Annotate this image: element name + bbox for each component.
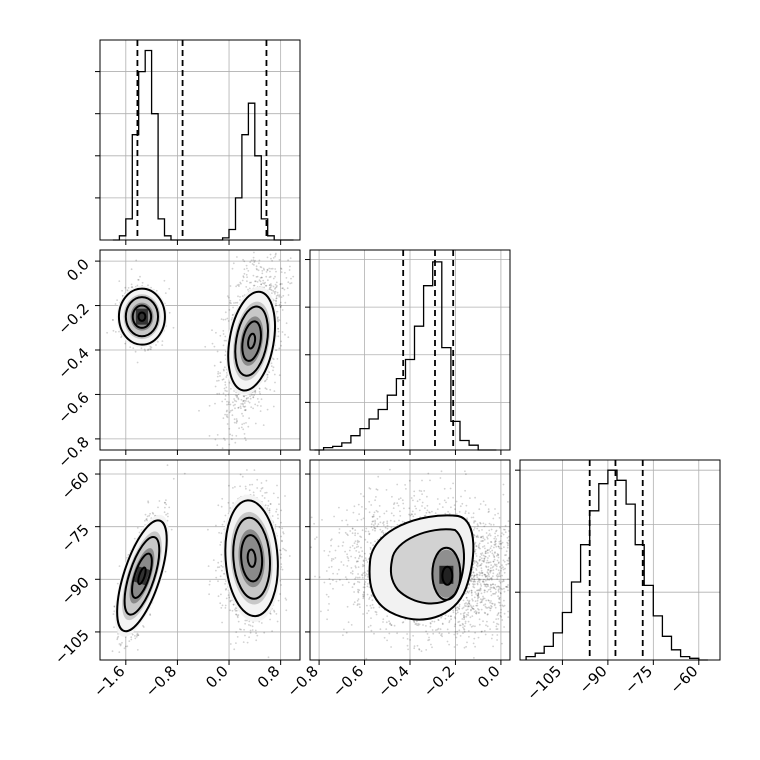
density-r2c1-cluster-1 <box>116 285 168 348</box>
hist-param3-xtick-label-3: −60 <box>667 662 702 697</box>
scatter-r3c1-ytick-label-2: −90 <box>58 573 93 608</box>
scatter-r2c1-ytick-label-1: −0.2 <box>54 300 92 338</box>
hist-param3-histogram-step <box>525 469 708 661</box>
density-r2c1-cluster-2-contour-2 <box>234 305 269 377</box>
density-r3c1-cluster-2-contour-4 <box>246 548 257 568</box>
density-r3c2-contour-1 <box>368 514 475 621</box>
density-r3c2-contour-3 <box>431 546 462 601</box>
scatter-r3c1-yticks: −60 −75 −90 −105 <box>51 468 100 668</box>
density-r3c1-cluster-2 <box>222 494 281 622</box>
scatter-r2c1-yticks: 0.0 −0.2 −0.4 −0.6 −0.8 <box>54 255 100 471</box>
scatter-r3c1-xtick-label-3: 0.8 <box>254 662 284 692</box>
scatter-r2c1-xticks <box>125 450 282 455</box>
hist-param2-histogram-step <box>314 261 497 451</box>
hist-param1-xticks <box>125 240 282 245</box>
hist-param2-xticks <box>318 450 502 455</box>
scatter-r3c2-xtick-label-1: −0.6 <box>329 662 367 700</box>
scatter-r2c1-ytick-label-3: −0.6 <box>54 389 92 427</box>
scatter-r3c1-ytick-label-1: −75 <box>58 521 93 556</box>
density-r2c1-cluster-1-fill-core <box>135 308 148 325</box>
density-r3c1-cluster-1-contour-4 <box>137 566 147 586</box>
density-r2c1-cluster-2-contour-4 <box>247 332 257 350</box>
hist-param2-grid <box>310 250 510 450</box>
density-r2c1-cluster-1-contour-4 <box>137 311 147 322</box>
density-r2c1-cluster-1-contour-1 <box>117 287 166 346</box>
scatter-r3c1-ytick-label-0: −60 <box>58 468 93 503</box>
hist-param3-xtick-label-1: −90 <box>576 662 611 697</box>
scatter-r3c2-xticks: −0.8 −0.6 −0.4 −0.2 0.0 <box>283 660 504 701</box>
density-r2c1-cluster-2-contour-3 <box>241 320 262 362</box>
scatter-r3c2-yticks <box>305 473 310 633</box>
scatter-r3c2-xtick-label-0: −0.8 <box>283 662 321 700</box>
scatter-r3c1-frame <box>99 459 301 661</box>
density-r2c1-cluster-2 <box>225 286 278 396</box>
scatter-r3c2-xtick-label-4: 0.0 <box>474 662 504 692</box>
hist-param3-xticks: −105 −90 −75 −60 <box>523 660 702 704</box>
hist-param2-yticks <box>305 259 310 403</box>
density-r3c1-cluster-2-contour-2 <box>232 516 271 600</box>
density-r2c1-cluster-1-contour-2 <box>124 296 160 338</box>
scatter-r3c1-xticks: −1.6 −0.8 0.0 0.8 <box>90 660 283 701</box>
scatter-r2c1-ytick-label-4: −0.8 <box>54 433 92 471</box>
density-r2c1-cluster-2-contour-1 <box>227 290 276 392</box>
density-r2c1-cluster-1-contour-3 <box>131 304 153 329</box>
density-r3c1-cluster-2-contour-3 <box>240 534 264 583</box>
hist-param3-yticks <box>515 469 520 593</box>
hist-param3-xtick-label-0: −105 <box>523 662 565 704</box>
scatter-r3c1-xtick-label-2: 0.0 <box>202 662 232 692</box>
hist-param3-frame <box>519 459 721 661</box>
density-r3c1-cluster-2-contour-1 <box>224 499 279 618</box>
density-r3c1-cluster-1-contour-1 <box>116 519 168 633</box>
density-r3c2-contour-4 <box>441 565 454 586</box>
scatter-r2c1-ytick-label-0: 0.0 <box>63 255 93 285</box>
hist-param3-grid <box>520 460 720 660</box>
scatter-r2c1-ytick-label-2: −0.4 <box>54 344 92 382</box>
scatter-r3c1-xtick-label-0: −1.6 <box>90 662 128 700</box>
hist-param1-frame <box>99 39 301 241</box>
density-r3c1-cluster-1 <box>114 514 170 637</box>
scatter-r3c1-ytick-label-3: −105 <box>51 626 93 668</box>
hist-param1-grid <box>100 40 300 240</box>
hist-param3-xtick-label-2: −75 <box>621 662 656 697</box>
density-r3c2 <box>368 514 475 621</box>
scatter-r3c2-xtick-label-2: −0.4 <box>374 662 412 700</box>
density-r3c1-cluster-1-contour-2 <box>123 535 161 616</box>
scatter-r3c1-xtick-label-1: −0.8 <box>142 662 180 700</box>
density-r3c1-cluster-1-contour-3 <box>131 552 153 599</box>
hist-param1-yticks <box>95 71 100 199</box>
scatter-r3c2-xtick-label-3: −0.2 <box>420 662 458 700</box>
